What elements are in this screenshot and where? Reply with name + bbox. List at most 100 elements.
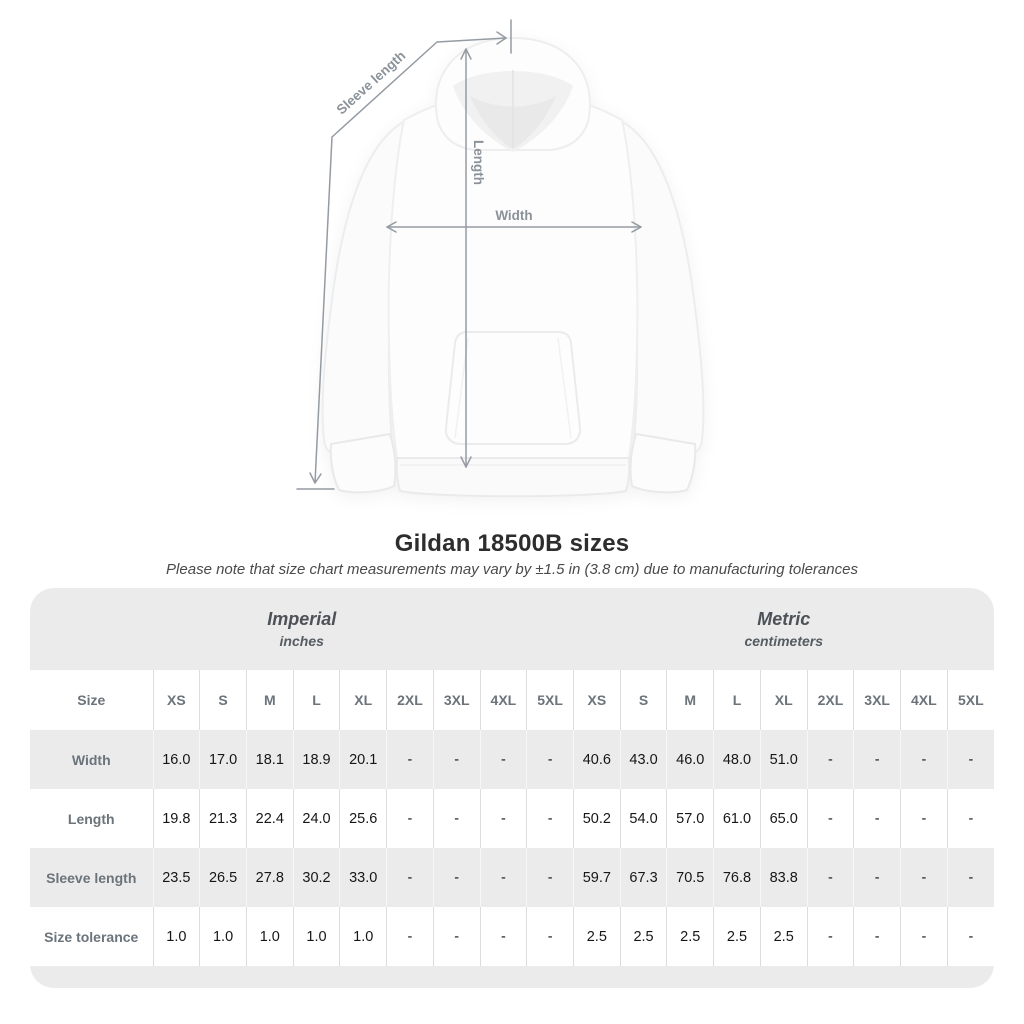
size-cell: - — [900, 848, 948, 907]
size-cell: 1.0 — [339, 907, 387, 966]
table-row: Size tolerance 1.0 1.0 1.0 1.0 1.0- - - -2.5 2.5 2… — [30, 907, 994, 966]
size-header-row: Size XS S M L XL 2XL 3XL 4XL 5XL XS S M L XL 2XL 3XL 4XL… — [30, 670, 994, 730]
tolerance-note: Please note that size chart measurements… — [166, 561, 858, 578]
size-cell: 50.2 — [572, 789, 621, 848]
imperial-header-unit: inches — [279, 633, 324, 649]
size-cell: 1.0 — [292, 907, 340, 966]
size-cell: 1.0 — [245, 907, 294, 966]
size-cell: 57.0 — [666, 789, 714, 848]
size-col-header: XS — [572, 670, 621, 730]
size-cell: 48.0 — [713, 730, 761, 789]
row-label: Length — [67, 810, 115, 827]
page-title: Gildan 18500B sizes — [394, 530, 630, 557]
size-cell: - — [946, 730, 994, 789]
size-cell: - — [900, 789, 948, 848]
size-cell: 19.8 — [152, 789, 200, 848]
size-cell: 1.0 — [199, 907, 247, 966]
size-cell: - — [479, 907, 527, 966]
size-cell: 70.5 — [666, 848, 714, 907]
size-cell: - — [853, 848, 901, 907]
size-cell: 2.5 — [619, 907, 667, 966]
size-cell: 23.5 — [152, 848, 200, 907]
size-cell: 54.0 — [619, 789, 667, 848]
size-cell: 24.0 — [292, 789, 340, 848]
table-row: Width 16.0 17.0 18.1 18.9 20.1- - - -40.6 43.0 46.… — [30, 730, 994, 789]
size-cell: - — [853, 789, 901, 848]
size-col-header: S — [619, 670, 667, 730]
size-chart-table: Imperial inches Metric centimeters Size … — [30, 588, 994, 966]
size-cell: - — [386, 730, 434, 789]
size-cell: - — [526, 789, 574, 848]
units-row: Imperial inches Metric centimeters — [30, 588, 994, 670]
measurement-arrows — [296, 19, 642, 490]
size-cell: - — [853, 907, 901, 966]
size-cell: 2.5 — [666, 907, 714, 966]
sleeve-length-label: Sleeve length — [334, 48, 409, 117]
size-cell: 76.8 — [713, 848, 761, 907]
size-cell: 59.7 — [572, 848, 621, 907]
width-label: Width — [495, 208, 532, 223]
table-row: Length 19.8 21.3 22.4 24.0 25.6- - - -50.2 54.0 57… — [30, 789, 994, 848]
size-chart-card: Imperial inches Metric centimeters Size … — [30, 588, 994, 988]
metric-header-name: Metric — [757, 609, 811, 629]
hoodie-figure: Sleeve length Length Width — [296, 19, 705, 498]
size-col-header: 5XL — [946, 670, 994, 730]
size-cell: 33.0 — [339, 848, 387, 907]
length-arrow — [460, 48, 472, 468]
size-cell: 18.1 — [245, 730, 294, 789]
size-cell: - — [386, 789, 434, 848]
row-label: Size tolerance — [44, 928, 139, 945]
size-cell: 40.6 — [572, 730, 621, 789]
size-chart-body: Width 16.0 17.0 18.1 18.9 20.1- - - -40.6 43.0 46.… — [30, 730, 994, 966]
size-cell: 27.8 — [245, 848, 294, 907]
size-col-header: 2XL — [806, 670, 854, 730]
size-cell: - — [853, 730, 901, 789]
sleeve-length-arrow — [296, 19, 512, 490]
size-cell: 25.6 — [339, 789, 387, 848]
size-col-header: XL — [339, 670, 387, 730]
hoodie-image — [321, 36, 705, 498]
size-cell: - — [526, 907, 574, 966]
size-cell: 61.0 — [713, 789, 761, 848]
size-cell: - — [900, 730, 948, 789]
size-cell: - — [526, 730, 574, 789]
size-cell: 2.5 — [759, 907, 808, 966]
size-cell: - — [806, 848, 854, 907]
size-col-header: L — [713, 670, 761, 730]
size-cell: 22.4 — [245, 789, 294, 848]
size-cell: 16.0 — [152, 730, 200, 789]
size-cell: 21.3 — [199, 789, 247, 848]
size-cell: - — [479, 730, 527, 789]
size-cell: - — [946, 907, 994, 966]
size-cell: - — [806, 907, 854, 966]
size-cell: - — [526, 848, 574, 907]
size-cell: 65.0 — [759, 789, 808, 848]
width-arrow — [386, 221, 642, 233]
size-cell: - — [479, 848, 527, 907]
metric-header: Metric centimeters — [573, 588, 994, 670]
hoodie-measurement-diagram: Sleeve length Length Width — [296, 19, 705, 498]
size-cell: 26.5 — [199, 848, 247, 907]
size-cell: - — [900, 907, 948, 966]
size-cell: 83.8 — [759, 848, 808, 907]
size-col-header: 3XL — [853, 670, 901, 730]
size-cell: - — [386, 848, 434, 907]
table-row: Sleeve length 23.5 26.5 27.8 30.2 33.0- - - -59.… — [30, 848, 994, 907]
row-label: Sleeve length — [46, 869, 137, 886]
size-cell: - — [432, 789, 481, 848]
size-col-header: XS — [152, 670, 200, 730]
size-col-header: 5XL — [526, 670, 574, 730]
size-col-header: XL — [759, 670, 808, 730]
size-column-title: Size — [30, 670, 153, 730]
size-col-header: 4XL — [479, 670, 527, 730]
imperial-header: Imperial inches — [30, 588, 573, 670]
row-label: Width — [71, 751, 111, 768]
size-cell: - — [386, 907, 434, 966]
size-col-header: L — [292, 670, 340, 730]
size-cell: - — [432, 907, 481, 966]
size-cell: 17.0 — [199, 730, 247, 789]
size-cell: 43.0 — [619, 730, 667, 789]
size-col-header: S — [199, 670, 247, 730]
size-col-header: M — [245, 670, 294, 730]
size-cell: - — [946, 789, 994, 848]
